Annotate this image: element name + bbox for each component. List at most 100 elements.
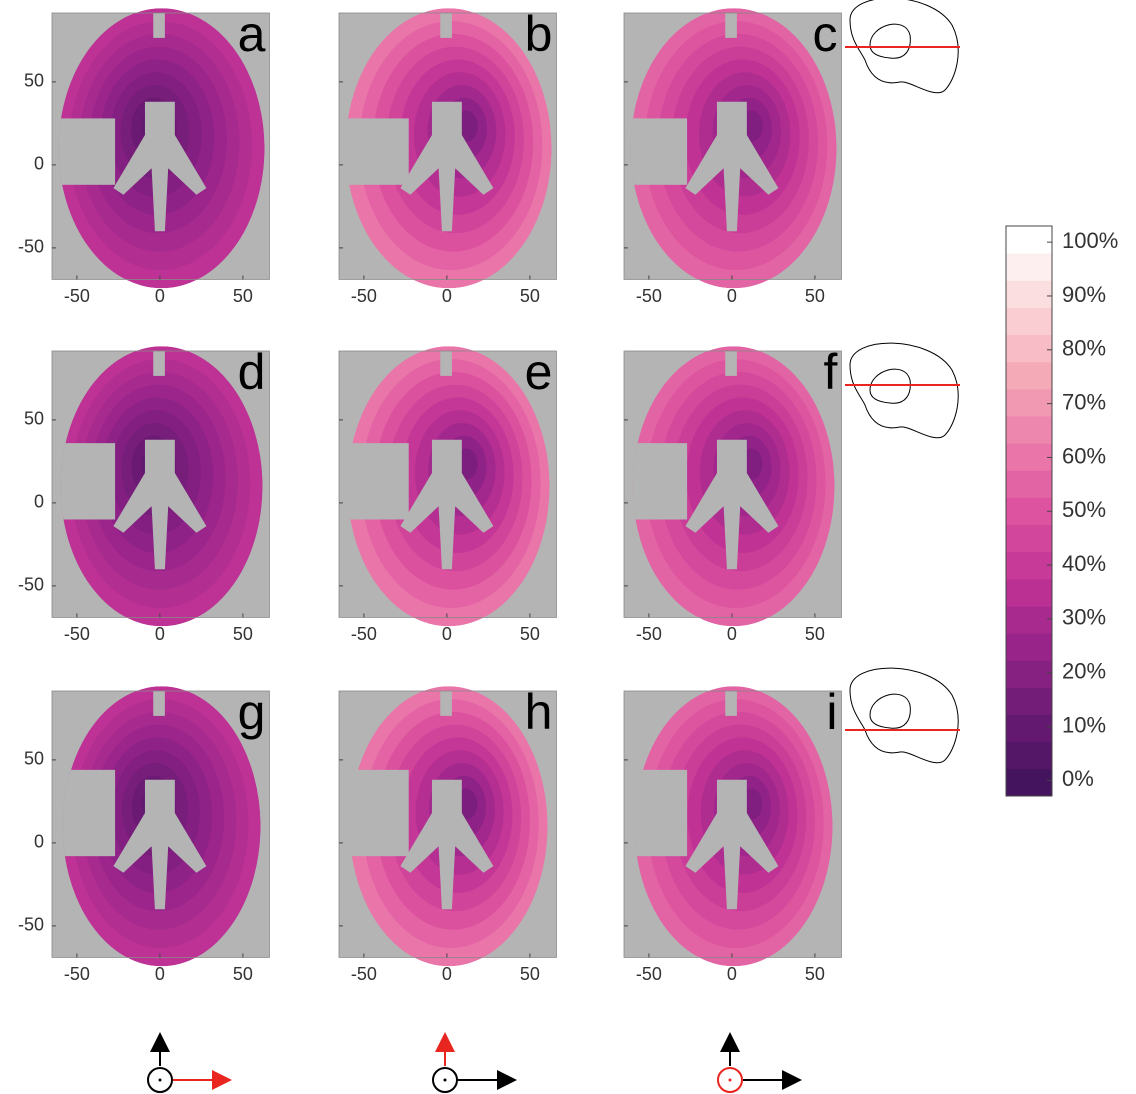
panel: c -50 0 50 [624,0,960,306]
colorbar-band [1006,307,1052,335]
colorbar-band [1006,579,1052,607]
colorbar-tick-label: 30% [1062,605,1106,630]
x-tick-label: 0 [727,964,737,984]
lesion-region [624,118,687,184]
midline-gap [725,13,737,38]
midline-gap [440,691,452,716]
colorbar-tick-label: 40% [1062,551,1106,576]
y-tick-label: -50 [18,915,44,935]
panel: e -50 0 50 [339,344,556,644]
colorbar-band [1006,660,1052,688]
colorbar-band [1006,362,1052,390]
x-tick-label: -50 [64,286,90,306]
lesion-region [339,118,409,184]
y-tick-label: 50 [24,71,44,91]
slice-location-inset [845,668,960,763]
colorbar-band [1006,606,1052,634]
orientation-icons [148,1036,798,1092]
x-tick-label: 0 [442,964,452,984]
x-tick-label: 50 [520,964,540,984]
panel: b -50 0 50 [339,6,556,306]
colorbar-band [1006,335,1052,363]
colorbar-tick-label: 80% [1062,336,1106,361]
inset-outline [850,343,958,438]
x-tick-label: 50 [520,286,540,306]
x-tick-label: 50 [233,624,253,644]
x-tick-label: -50 [64,624,90,644]
colorbar-band [1006,280,1052,308]
midline-gap [440,351,452,376]
figure: a-50050500-50b-50050c-50050d-50050500-50… [0,0,1136,1094]
colorbar-band [1006,389,1052,417]
y-tick-label: 0 [34,154,44,174]
y-tick-label: -50 [18,575,44,595]
midline-gap [153,691,165,716]
panel-letter: c [812,6,837,62]
panel-letter: i [826,684,837,740]
x-tick-label: -50 [636,286,662,306]
colorbar-band [1006,742,1052,770]
y-tick-label: -50 [18,237,44,257]
lesion-region [52,118,115,184]
colorbar-band [1006,226,1052,254]
x-tick-label: 50 [805,624,825,644]
colorbar-band [1006,687,1052,715]
x-tick-label: 50 [805,286,825,306]
colorbar-tick-label: 20% [1062,659,1106,684]
x-tick-label: 50 [520,624,540,644]
x-tick-label: -50 [64,964,90,984]
panel: h -50 0 50 [339,684,556,984]
colorbar-tick-label: 60% [1062,443,1106,468]
panel: f-50050 [624,343,960,644]
colorbar-band [1006,525,1052,553]
x-tick-label: 0 [442,286,452,306]
colorbar-tick-label: 100% [1062,228,1118,253]
colorbar-tick-label: 50% [1062,497,1106,522]
x-tick-label: 50 [805,964,825,984]
inset-ventricle [870,24,910,58]
midline-gap [153,13,165,38]
panel-letter: b [525,6,553,62]
colorbar-tick-label: 10% [1062,712,1106,737]
x-tick-label: 50 [233,964,253,984]
panel-letter: e [525,344,553,400]
x-tick-label: 50 [233,286,253,306]
inset-ventricle [870,369,910,403]
x-tick-label: -50 [351,624,377,644]
colorbar-tick-label: 70% [1062,389,1106,414]
x-tick-label: -50 [636,624,662,644]
panel-letter: h [525,684,553,740]
colorbar-band [1006,416,1052,444]
x-tick-label: -50 [351,964,377,984]
panel-letter: f [824,344,838,400]
panel: i -50 0 50 [624,668,960,984]
midline-gap [153,351,165,376]
midline-gap [725,351,737,376]
colorbar-band [1006,443,1052,471]
colorbar-band [1006,470,1052,498]
x-tick-label: 0 [442,624,452,644]
x-tick-label: 0 [727,286,737,306]
x-tick-label: -50 [636,964,662,984]
inset-ventricle [870,694,910,728]
colorbar-band [1006,497,1052,525]
midline-gap [725,691,737,716]
colorbar-band [1006,552,1052,580]
y-tick-label: 0 [34,492,44,512]
inset-outline [850,668,958,763]
y-tick-label: 50 [24,409,44,429]
y-tick-label: 50 [24,749,44,769]
colorbar-band [1006,633,1052,661]
slice-location-inset [845,0,960,93]
y-tick-label: 0 [34,832,44,852]
x-tick-label: 0 [155,964,165,984]
panel-letter: a [238,6,266,62]
slice-location-inset [845,343,960,438]
colorbar-tick-label: 90% [1062,282,1106,307]
x-tick-label: 0 [155,624,165,644]
colorbar-band [1006,715,1052,743]
x-tick-label: -50 [351,286,377,306]
